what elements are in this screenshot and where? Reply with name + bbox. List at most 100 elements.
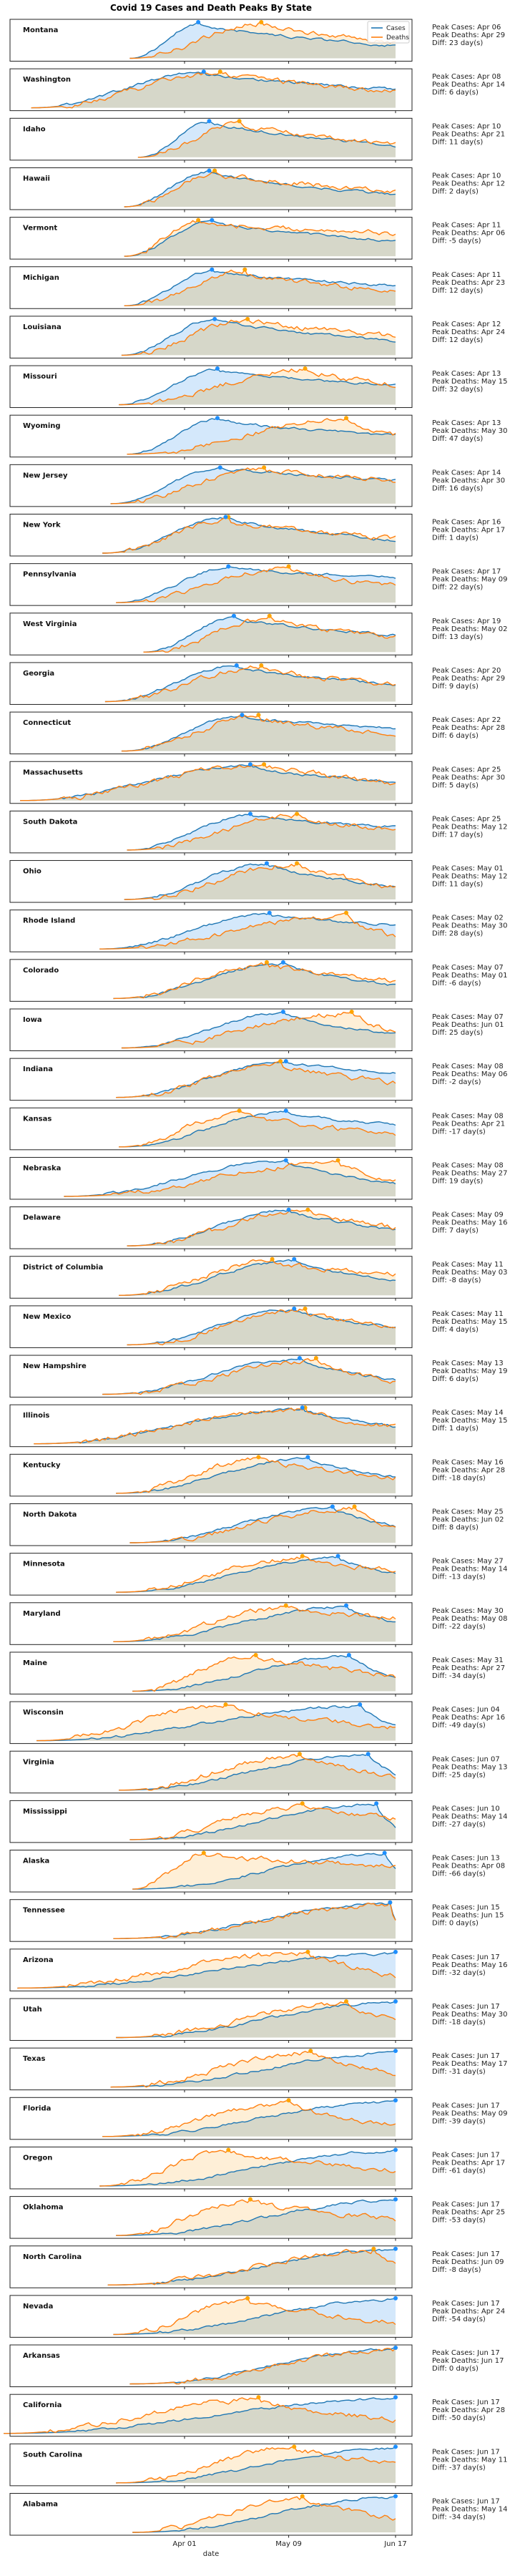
- state-label: Washington: [23, 76, 71, 84]
- deaths-line: [119, 368, 396, 406]
- state-label: Wyoming: [23, 422, 61, 430]
- overlap-area: [119, 1754, 396, 1790]
- diff-text: Diff: 4 day(s): [432, 1326, 479, 1334]
- deaths-line: [116, 1555, 396, 1593]
- panel-frame: [9, 1899, 413, 1942]
- diff-text: Diff: -22 day(s): [432, 1623, 486, 1631]
- diff-text: Diff: 23 day(s): [432, 39, 483, 47]
- peak-deaths-text: Peak Deaths: Apr 17: [432, 2159, 505, 2167]
- deaths-line: [113, 2298, 396, 2336]
- state-label: South Dakota: [23, 818, 77, 826]
- panel-frame: [9, 1058, 413, 1101]
- peak-cases-text: Peak Cases: Jun 17: [432, 2052, 500, 2060]
- panel-frame: [9, 1404, 413, 1448]
- peak-deaths-marker: [335, 1158, 340, 1163]
- peak-deaths-text: Peak Deaths: Jun 15: [432, 1912, 504, 1920]
- diff-text: Diff: -31 day(s): [432, 2068, 486, 2076]
- diff-text: Diff: -32 day(s): [432, 1969, 486, 1977]
- diff-text: Diff: 0 day(s): [432, 2365, 479, 2373]
- deaths-line: [127, 1209, 396, 1246]
- panel-frame: [9, 711, 413, 755]
- deaths-line: [17, 1951, 396, 1989]
- peak-cases-text: Peak Cases: May 02: [432, 914, 504, 922]
- diff-text: Diff: -18 day(s): [432, 1474, 486, 1482]
- panel-frame: [9, 909, 413, 952]
- peak-cases-text: Peak Cases: Apr 11: [432, 222, 501, 230]
- cases-line: [124, 862, 396, 900]
- peak-deaths-text: Peak Deaths: May 09: [432, 2109, 508, 2117]
- deaths-line: [102, 2099, 396, 2137]
- deaths-line: [124, 219, 396, 257]
- overlap-area: [124, 863, 396, 900]
- panel-frame: [9, 117, 413, 161]
- overlap-area: [116, 1061, 396, 1098]
- cases-line: [116, 1555, 396, 1593]
- cases-line: [116, 1456, 396, 1494]
- peak-cases-text: Peak Cases: May 25: [432, 1508, 504, 1516]
- cases-line: [116, 2446, 396, 2484]
- state-label: West Virginia: [23, 620, 77, 628]
- panel-frame: [9, 68, 413, 112]
- deaths-line: [107, 2248, 396, 2285]
- peak-cases-text: Peak Cases: May 09: [432, 1211, 504, 1219]
- peak-deaths-text: Peak Deaths: Apr 24: [432, 2308, 505, 2316]
- peak-deaths-text: Peak Deaths: May 30: [432, 2011, 508, 2019]
- chart-title: Covid 19 Cases and Death Peaks By State: [109, 3, 313, 13]
- diff-text: Diff: 9 day(s): [432, 683, 479, 691]
- peak-cases-marker: [330, 1504, 335, 1509]
- cases-line: [121, 318, 396, 356]
- cases-line: [124, 269, 396, 306]
- state-label: New Mexico: [23, 1313, 71, 1321]
- panel-frame: [9, 1008, 413, 1051]
- diff-text: Diff: 16 day(s): [432, 484, 483, 492]
- deaths-line: [64, 1159, 396, 1197]
- cases-line: [99, 2149, 396, 2187]
- diff-text: Diff: 17 day(s): [432, 831, 483, 839]
- peak-deaths-text: Peak Deaths: May 16: [432, 1219, 508, 1227]
- peak-cases-text: Peak Cases: Jun 17: [432, 2151, 500, 2159]
- peak-deaths-text: Peak Deaths: Jun 09: [432, 2258, 504, 2266]
- peak-deaths-text: Peak Deaths: Apr 21: [432, 130, 505, 138]
- peak-cases-marker: [382, 1850, 387, 1855]
- diff-text: Diff: -37 day(s): [432, 2464, 486, 2472]
- peak-deaths-marker: [217, 69, 222, 74]
- deaths-line: [20, 763, 396, 801]
- peak-deaths-text: Peak Deaths: Apr 16: [432, 1714, 505, 1722]
- peak-cases-marker: [292, 1257, 297, 1262]
- peak-deaths-text: Peak Deaths: Apr 12: [432, 180, 505, 187]
- cases-line: [129, 21, 396, 59]
- peak-cases-marker: [231, 613, 236, 618]
- state-label: Delaware: [23, 1214, 61, 1222]
- state-label: Wisconsin: [23, 1709, 64, 1717]
- peak-cases-text: Peak Cases: May 14: [432, 1409, 504, 1417]
- panel-frame: [9, 316, 413, 358]
- cases-line: [113, 2298, 396, 2336]
- peak-cases-marker: [240, 713, 245, 718]
- peak-cases-text: Peak Cases: Apr 22: [432, 716, 501, 724]
- peak-deaths-marker: [300, 1553, 305, 1558]
- peak-deaths-text: Peak Deaths: May 12: [432, 823, 508, 831]
- state-label: Hawaii: [23, 175, 50, 182]
- peak-cases-text: Peak Cases: Apr 25: [432, 766, 501, 774]
- diff-text: Diff: -34 day(s): [432, 1672, 486, 1680]
- peak-deaths-marker: [267, 613, 272, 618]
- state-label: Michigan: [23, 274, 59, 282]
- panel-frame: [9, 2344, 413, 2388]
- cases-line: [113, 1604, 396, 1642]
- deaths-line: [113, 1605, 396, 1642]
- peak-deaths-text: Peak Deaths: Apr 17: [432, 527, 505, 535]
- peak-cases-marker: [393, 2049, 398, 2054]
- peak-deaths-text: Peak Deaths: Apr 28: [432, 724, 505, 732]
